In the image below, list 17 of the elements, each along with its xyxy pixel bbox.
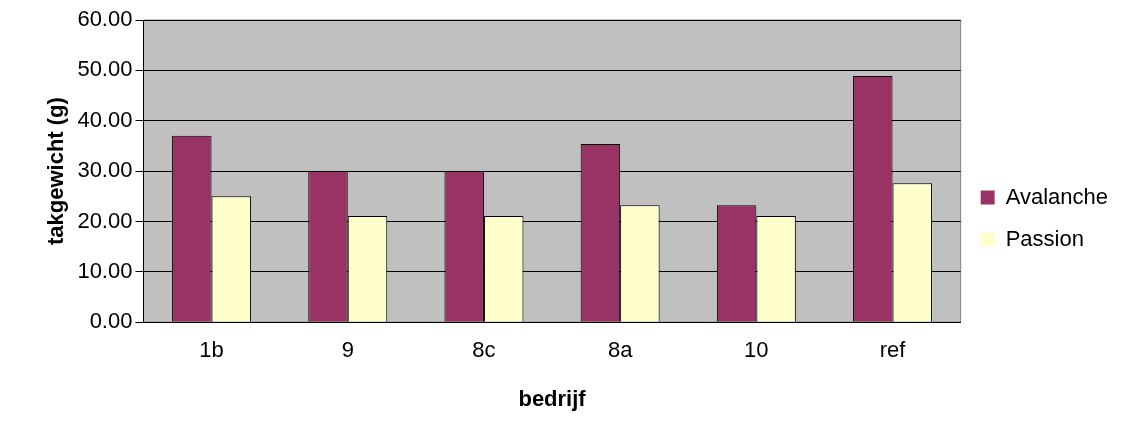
legend-label: Passion [1005, 225, 1084, 251]
x-tick-label: 8a [607, 337, 634, 363]
x-tick-label: 10 [744, 337, 769, 363]
x-tick-label: 8c [472, 337, 496, 363]
x-tick-label: ref [879, 337, 907, 363]
x-axis-title: bedrijf [518, 385, 587, 411]
y-tick-label: 30.00 [77, 157, 133, 183]
y-axis-title: takgewicht (g) [43, 97, 69, 246]
legend-label: Avalanche [1005, 183, 1108, 209]
y-tick-label: 0.00 [89, 308, 133, 334]
y-tick-label: 50.00 [77, 56, 133, 82]
y-tick-label: 40.00 [77, 106, 133, 132]
y-tick-label: 10.00 [77, 257, 133, 283]
x-tick-label: 1b [199, 337, 224, 363]
y-tick-label: 20.00 [77, 207, 133, 233]
y-tick-label: 60.00 [77, 6, 133, 32]
x-tick-label: 9 [341, 337, 354, 363]
